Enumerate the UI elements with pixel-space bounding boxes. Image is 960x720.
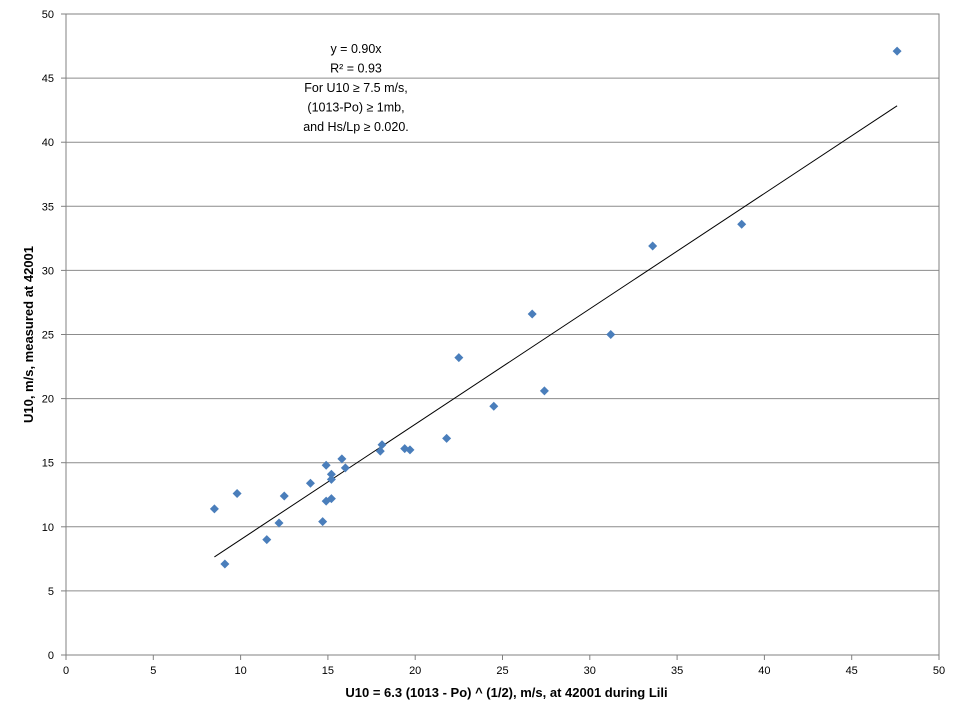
data-point-6: [305, 478, 315, 488]
y-tick-label: 0: [48, 650, 54, 662]
y-tick-label: 25: [42, 330, 54, 342]
y-tick-label: 20: [42, 394, 54, 406]
data-point-18: [405, 445, 415, 455]
y-tick-label: 35: [42, 201, 54, 213]
y-tick-label: 40: [42, 137, 54, 149]
data-point-15: [375, 446, 385, 456]
x-tick-label: 15: [322, 665, 334, 677]
annotation-line: For U10 ≥ 7.5 m/s,: [304, 81, 407, 95]
data-point-5: [279, 491, 289, 501]
data-point-27: [892, 46, 902, 56]
y-tick-label: 50: [42, 9, 54, 21]
annotation-line: y = 0.90x: [330, 42, 382, 56]
x-tick-label: 35: [671, 665, 683, 677]
regression-annotation: y = 0.90x R² = 0.93 For U10 ≥ 7.5 m/s, (101…: [303, 42, 409, 134]
data-point-23: [539, 386, 549, 396]
data-point-1: [220, 559, 230, 569]
y-tick-label: 15: [42, 458, 54, 470]
data-point-10: [326, 494, 336, 504]
data-point-13: [337, 454, 347, 464]
x-tick-label: 20: [409, 665, 421, 677]
data-point-14: [340, 463, 350, 473]
data-points: [209, 46, 902, 569]
data-point-4: [274, 518, 284, 528]
x-tick-label: 45: [846, 665, 858, 677]
gridlines: [66, 77, 939, 592]
annotation-line: R² = 0.93: [330, 62, 382, 76]
x-tick-label: 5: [150, 665, 156, 677]
data-point-12: [326, 474, 336, 484]
y-axis: 0 5 10 15 20 25 30 35 40 45 50: [42, 9, 66, 662]
y-tick-label: 30: [42, 265, 54, 277]
data-point-24: [606, 330, 616, 339]
annotation-line: (1013-Po) ≥ 1mb,: [307, 101, 404, 115]
y-axis-title: U10, m/s, measured at 42001: [21, 246, 36, 423]
data-point-25: [648, 241, 658, 251]
x-tick-label: 50: [933, 665, 945, 677]
y-tick-label: 45: [42, 73, 54, 85]
x-axis: 0 5 10 15 20 25 30 35 40 45 50: [63, 655, 945, 677]
x-tick-label: 10: [234, 665, 246, 677]
data-point-7: [318, 517, 328, 527]
data-point-22: [527, 309, 537, 319]
data-point-21: [489, 401, 499, 411]
data-point-2: [232, 488, 242, 498]
data-point-19: [442, 433, 452, 443]
data-point-0: [209, 504, 219, 514]
x-tick-label: 0: [63, 665, 69, 677]
data-point-9: [321, 460, 331, 470]
x-tick-label: 30: [584, 665, 596, 677]
data-point-3: [262, 535, 272, 545]
annotation-line: and Hs/Lp ≥ 0.020.: [303, 120, 409, 134]
trendline: [214, 105, 898, 558]
data-point-20: [454, 353, 464, 363]
data-point-11: [326, 469, 336, 479]
x-tick-label: 40: [758, 665, 770, 677]
x-axis-title: U10 = 6.3 (1013 - Po) ^ (1/2), m/s, at 4…: [345, 685, 667, 700]
y-tick-label: 5: [48, 586, 54, 598]
data-point-26: [737, 219, 747, 229]
x-tick-label: 25: [496, 665, 508, 677]
data-point-16: [377, 440, 387, 450]
y-tick-label: 10: [42, 522, 54, 534]
